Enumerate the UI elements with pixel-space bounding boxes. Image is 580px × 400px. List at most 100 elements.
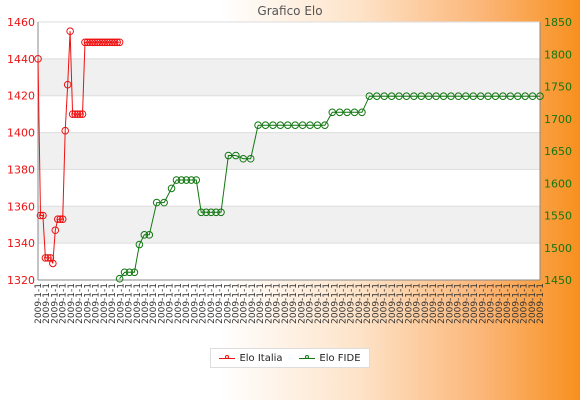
data-point bbox=[254, 121, 262, 129]
data-point bbox=[402, 92, 411, 100]
data-point bbox=[66, 27, 74, 36]
x-tick-label: 2009-1-1 bbox=[322, 283, 332, 324]
x-tick-label: 2009-1-1 bbox=[199, 283, 209, 324]
data-point bbox=[217, 208, 225, 217]
data-point bbox=[335, 108, 344, 117]
x-tick-label: 2009-1-1 bbox=[347, 283, 357, 324]
data-point bbox=[432, 92, 440, 100]
data-point bbox=[91, 38, 99, 47]
legend-item-elo-fide: Elo FIDE bbox=[299, 353, 361, 364]
data-point bbox=[110, 38, 119, 47]
x-tick-label: 2009-1-1 bbox=[166, 283, 176, 324]
data-point bbox=[187, 176, 196, 184]
right-tick-label: 1450 bbox=[544, 274, 572, 287]
data-point bbox=[202, 208, 210, 217]
x-tick-label: 2009-1-1 bbox=[190, 283, 200, 324]
data-point bbox=[76, 110, 84, 118]
x-tick-label: 2009-1-1 bbox=[371, 283, 381, 324]
x-tick-label: 2009-1-1 bbox=[495, 283, 505, 324]
data-point bbox=[343, 108, 351, 117]
data-point bbox=[536, 92, 544, 100]
x-tick-label: 2009-1-1 bbox=[413, 283, 423, 324]
data-point bbox=[424, 92, 433, 100]
data-point bbox=[269, 121, 277, 129]
left-tick-label: 1440 bbox=[7, 53, 35, 66]
data-point bbox=[499, 92, 507, 100]
data-point bbox=[140, 231, 149, 239]
x-tick-label: 2009-1-1 bbox=[108, 283, 118, 324]
x-tick-label: 2009-1-1 bbox=[363, 283, 373, 324]
x-tick-label: 2009-1-1 bbox=[92, 283, 102, 324]
data-point bbox=[53, 215, 62, 223]
x-tick-label: 2009-1-1 bbox=[248, 283, 258, 324]
data-point bbox=[283, 121, 292, 129]
x-tick-label: 2009-1-1 bbox=[34, 283, 44, 324]
legend-item-elo-italia: Elo Italia bbox=[219, 353, 283, 364]
data-point bbox=[328, 108, 337, 117]
data-point bbox=[68, 110, 77, 118]
x-tick-label: 2009-1-1 bbox=[83, 283, 93, 324]
x-tick-label: 2009-1-1 bbox=[396, 283, 406, 324]
data-point bbox=[469, 92, 478, 100]
data-point bbox=[232, 151, 240, 160]
x-tick-label: 2009-1-1 bbox=[67, 283, 77, 324]
data-point bbox=[177, 176, 186, 184]
data-point bbox=[105, 38, 114, 47]
data-point bbox=[261, 121, 270, 129]
x-tick-label: 2009-1-1 bbox=[157, 283, 167, 324]
data-point bbox=[100, 38, 109, 47]
grid-band bbox=[38, 132, 540, 170]
data-point bbox=[81, 38, 89, 47]
data-point bbox=[224, 151, 233, 160]
data-point bbox=[61, 126, 70, 135]
data-point bbox=[160, 198, 168, 207]
x-tick-label: 2009-1-1 bbox=[215, 283, 225, 324]
data-point bbox=[145, 231, 154, 239]
data-point bbox=[152, 198, 161, 207]
x-tick-label: 2009-1-1 bbox=[503, 283, 513, 324]
x-tick-label: 2009-1-1 bbox=[207, 283, 217, 324]
data-point bbox=[182, 176, 191, 184]
right-tick-label: 1750 bbox=[544, 81, 572, 94]
data-point bbox=[113, 38, 121, 47]
data-point bbox=[513, 92, 522, 100]
data-point bbox=[372, 92, 381, 100]
right-tick-label: 1500 bbox=[544, 242, 572, 255]
right-tick-label: 1650 bbox=[544, 145, 572, 158]
data-point bbox=[192, 176, 201, 184]
x-tick-label: 2009-1-1 bbox=[511, 283, 521, 324]
data-point bbox=[454, 92, 463, 100]
x-tick-label: 2009-1-1 bbox=[528, 283, 538, 324]
x-tick-label: 2009-1-1 bbox=[174, 283, 184, 324]
data-point bbox=[291, 121, 299, 129]
x-tick-label: 2009-1-1 bbox=[141, 283, 151, 324]
data-point bbox=[365, 92, 374, 100]
x-tick-label: 2009-1-1 bbox=[437, 283, 447, 324]
data-point bbox=[58, 215, 67, 223]
data-point bbox=[63, 80, 72, 89]
x-tick-label: 2009-1-1 bbox=[223, 283, 233, 324]
right-tick-label: 1800 bbox=[544, 48, 572, 61]
data-point bbox=[98, 38, 107, 47]
x-tick-label: 2009-1-1 bbox=[306, 283, 316, 324]
data-point bbox=[350, 108, 359, 117]
data-point bbox=[73, 110, 82, 118]
x-tick-label: 2009-1-1 bbox=[445, 283, 455, 324]
plot-background bbox=[38, 22, 540, 280]
data-point bbox=[387, 92, 396, 100]
data-point bbox=[51, 226, 60, 235]
x-tick-label: 2009-1-1 bbox=[240, 283, 250, 324]
data-point bbox=[207, 208, 215, 217]
data-point bbox=[528, 92, 537, 100]
data-point bbox=[34, 55, 42, 63]
right-tick-label: 1700 bbox=[544, 113, 572, 126]
data-point bbox=[491, 92, 500, 100]
data-point bbox=[439, 92, 448, 100]
data-point bbox=[39, 211, 47, 220]
data-point bbox=[130, 268, 139, 277]
data-point bbox=[108, 38, 116, 47]
data-point bbox=[135, 240, 144, 249]
data-point bbox=[125, 268, 134, 277]
data-point bbox=[246, 154, 255, 163]
